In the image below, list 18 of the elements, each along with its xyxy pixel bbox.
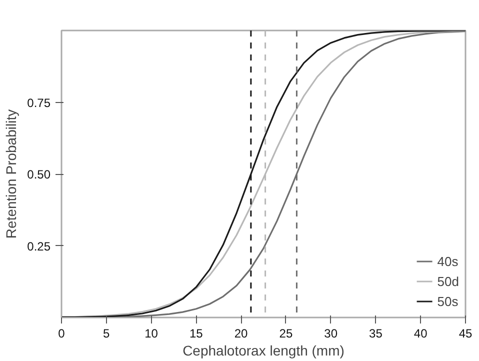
y-axis-title: Retention Probability — [3, 109, 20, 239]
x-tick-label: 25 — [279, 326, 293, 340]
x-axis-title: Cephalotorax length (mm) — [182, 342, 344, 358]
legend-label: 50s — [437, 294, 458, 308]
y-tick-label: 0.25 — [27, 239, 51, 254]
x-tick-label: 5 — [103, 326, 110, 340]
x-tick-label: 40 — [414, 326, 428, 340]
x-tick-label: 20 — [234, 326, 248, 340]
x-tick-label: 10 — [144, 326, 158, 340]
x-tick-label: 35 — [369, 326, 383, 340]
y-tick-label: 0.75 — [27, 96, 51, 110]
legend-label: 40s — [437, 254, 458, 268]
y-tick-label: 0.50 — [27, 168, 51, 182]
legend-label: 50d — [437, 274, 459, 288]
x-tick-label: 30 — [324, 326, 338, 340]
x-tick-label: 0 — [58, 326, 66, 340]
x-tick-label: 15 — [189, 326, 204, 340]
x-tick-label: 45 — [458, 326, 472, 340]
